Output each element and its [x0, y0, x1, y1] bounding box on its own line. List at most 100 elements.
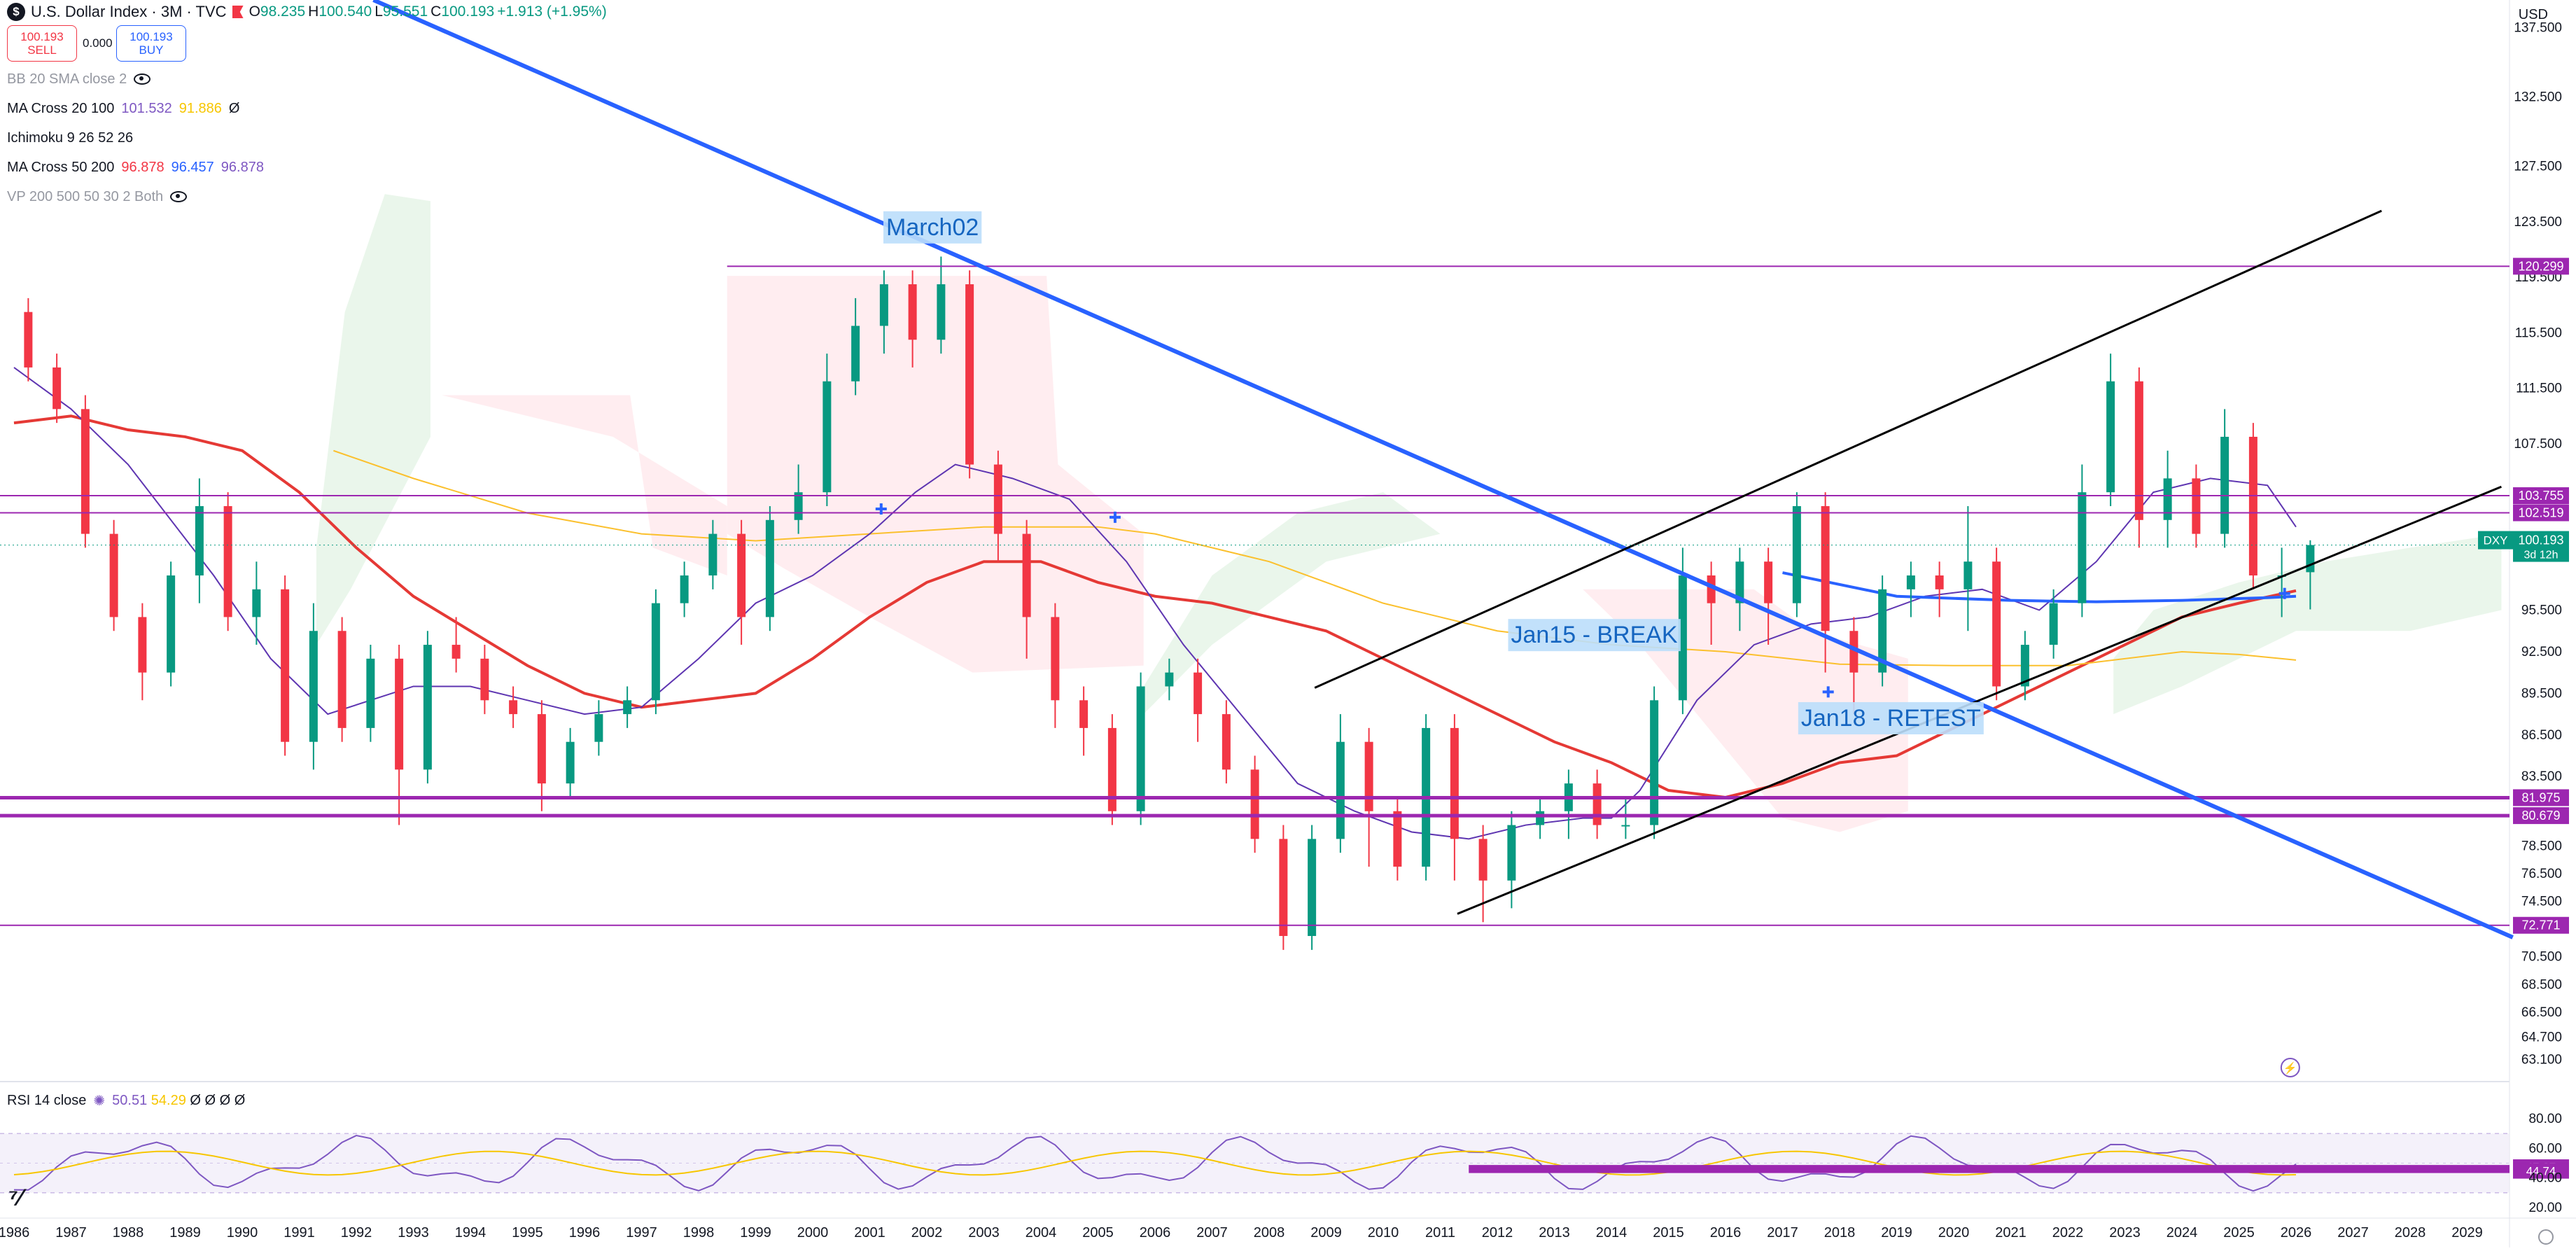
candle-body[interactable] [1821, 505, 1830, 631]
candle-body[interactable] [1478, 839, 1488, 881]
indicator-row[interactable]: MA Cross 20 100 101.532 91.886 Ø [7, 101, 607, 116]
candle-body[interactable] [480, 658, 489, 701]
candle-body[interactable] [2163, 478, 2172, 520]
candle-body[interactable] [1107, 727, 1116, 811]
candle-body[interactable] [794, 492, 803, 520]
candle-body[interactable] [1592, 783, 1602, 825]
candle-body[interactable] [680, 575, 689, 603]
candle-body[interactable] [2306, 545, 2315, 573]
candle-body[interactable] [1222, 714, 1231, 770]
candle-body[interactable] [708, 533, 718, 576]
candle-body[interactable] [451, 645, 461, 659]
candle-body[interactable] [2134, 381, 2143, 520]
candle-body[interactable] [594, 714, 603, 742]
candle-body[interactable] [281, 589, 290, 742]
candle-body[interactable] [1906, 575, 1915, 589]
candle-body[interactable] [1279, 839, 1288, 937]
candle-body[interactable] [24, 312, 33, 368]
candle-body[interactable] [1022, 533, 1031, 617]
candle-body[interactable] [1507, 825, 1516, 881]
candle-body[interactable] [1051, 617, 1060, 701]
currency-label[interactable]: USD [2518, 7, 2548, 22]
annotation-label[interactable]: Jan15 - BREAK [1508, 619, 1681, 652]
candle-body[interactable] [2106, 381, 2115, 493]
candle-body[interactable] [52, 367, 62, 410]
candle-body[interactable] [1250, 769, 1259, 839]
candle-body[interactable] [2020, 645, 2029, 687]
candle-body[interactable] [1621, 825, 1630, 827]
candle-body[interactable] [737, 533, 746, 617]
candle-body[interactable] [395, 658, 404, 770]
candle-body[interactable] [1450, 727, 1459, 839]
candle-body[interactable] [423, 645, 432, 770]
candle-body[interactable] [1707, 575, 1716, 603]
candle-body[interactable] [2049, 603, 2058, 645]
candle-body[interactable] [537, 714, 546, 784]
candle-body[interactable] [879, 284, 888, 326]
sell-button[interactable]: 100.193 SELL [7, 25, 77, 62]
candle-body[interactable] [2078, 492, 2087, 603]
channel-lower-line[interactable] [1457, 485, 2502, 915]
candle-body[interactable] [765, 519, 774, 617]
candle-body[interactable] [1878, 589, 1887, 673]
candle-body[interactable] [937, 284, 946, 340]
candle-body[interactable] [309, 631, 318, 742]
candle-body[interactable] [1308, 839, 1317, 937]
candle-body[interactable] [138, 617, 147, 673]
candle-body[interactable] [1536, 811, 1545, 825]
candle-body[interactable] [908, 284, 917, 340]
flag-icon[interactable] [232, 6, 244, 18]
candle-body[interactable] [851, 326, 860, 382]
candle-body[interactable] [1792, 505, 1801, 603]
settings-icon[interactable]: ✺ [93, 1093, 106, 1109]
candle-body[interactable] [509, 700, 518, 715]
alert-icon[interactable] [2280, 1058, 2300, 1077]
candle-body[interactable] [651, 603, 660, 701]
trend-line-descending[interactable] [372, 0, 2514, 939]
indicator-row[interactable]: Ichimoku 9 26 52 26 [7, 130, 607, 146]
candle-body[interactable] [623, 700, 632, 715]
lightning-icon[interactable]: ⚡ [2283, 1061, 2297, 1075]
candle-body[interactable] [366, 658, 375, 728]
candle-body[interactable] [822, 381, 832, 493]
candle-body[interactable] [1849, 631, 1858, 673]
candle-body[interactable] [1935, 575, 1944, 589]
hidden-eye-icon[interactable] [134, 74, 151, 85]
candle-body[interactable] [80, 409, 90, 534]
candle-body[interactable] [965, 284, 974, 465]
candle-body[interactable] [1165, 672, 1174, 687]
annotation-label[interactable]: Jan18 - RETEST [1798, 702, 1984, 735]
candle-body[interactable] [566, 741, 575, 784]
indicator-row[interactable]: MA Cross 50 200 96.878 96.457 96.878 [7, 160, 607, 175]
settings-gear-icon[interactable] [2538, 1229, 2554, 1245]
annotation-label[interactable]: March02 [883, 211, 982, 244]
candle-body[interactable] [1136, 686, 1145, 811]
candle-body[interactable] [2192, 478, 2201, 534]
candle-body[interactable] [223, 505, 232, 617]
candle-body[interactable] [109, 533, 118, 617]
candle-body[interactable] [1678, 575, 1687, 701]
candle-body[interactable] [1393, 811, 1402, 867]
candle-body[interactable] [1735, 561, 1744, 603]
channel-upper-line[interactable] [1314, 209, 2382, 689]
candle-body[interactable] [167, 575, 176, 673]
hidden-eye-icon[interactable] [170, 191, 188, 202]
candle-body[interactable] [252, 589, 261, 617]
candle-body[interactable] [993, 464, 1002, 534]
rsi-title[interactable]: RSI 14 close [7, 1093, 87, 1108]
candle-body[interactable] [2248, 436, 2258, 576]
indicator-row[interactable]: VP 200 500 50 30 2 Both [7, 189, 607, 204]
candle-body[interactable] [1079, 700, 1088, 728]
candle-body[interactable] [1992, 561, 2001, 687]
candle-body[interactable] [1364, 741, 1373, 811]
candle-body[interactable] [1650, 700, 1659, 825]
candle-body[interactable] [195, 505, 204, 576]
candle-body[interactable] [1764, 561, 1773, 603]
symbol-title[interactable]: U.S. Dollar Index · 3M · TVC [31, 3, 227, 20]
candle-body[interactable] [1963, 561, 1973, 589]
buy-button[interactable]: 100.193 BUY [116, 25, 186, 62]
indicator-row[interactable]: BB 20 SMA close 2 [7, 71, 607, 87]
candle-body[interactable] [337, 631, 346, 728]
